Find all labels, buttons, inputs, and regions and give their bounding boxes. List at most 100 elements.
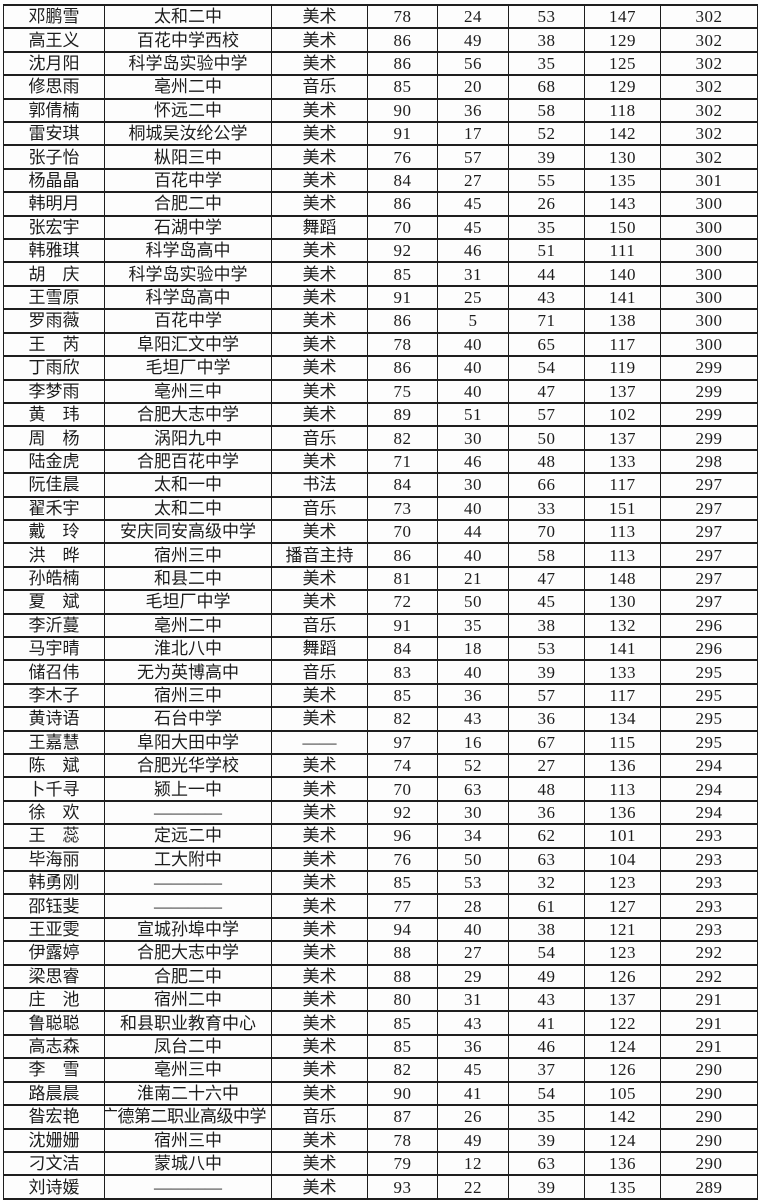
score2-cell: 46 — [437, 238, 509, 264]
school-cell: 百花中学西校 — [104, 27, 272, 53]
table-row: 孙皓楠 和县二中 美术 81 21 47 148 297 — [3, 565, 758, 592]
table-row: 梁思睿 合肥二中 美术 88 29 49 126 292 — [3, 963, 758, 990]
score4-cell: 115 — [584, 729, 661, 756]
total-cell: 292 — [660, 940, 758, 966]
school-cell: 毛坦厂中学 — [104, 355, 272, 381]
score2-cell: 49 — [437, 1127, 509, 1153]
score2-cell: 43 — [437, 1010, 509, 1036]
student-name-cell: 李 雪 — [3, 1057, 105, 1083]
subject-cell: 美术 — [271, 682, 368, 709]
school-cell: 科学岛实验中学 — [104, 50, 272, 77]
school-cell: 合肥大志中学 — [104, 940, 272, 966]
subject-cell: 美术 — [271, 50, 368, 77]
score3-cell: 43 — [508, 987, 585, 1013]
total-cell: 294 — [660, 776, 758, 802]
score2-cell: 27 — [437, 167, 509, 194]
school-cell: 石台中学 — [104, 706, 272, 732]
score3-cell: 63 — [508, 1150, 585, 1177]
student-name-cell: 丁雨欣 — [3, 355, 105, 381]
table-row: 邓鹏雪 太和二中 美术 78 24 53 147 302 — [3, 3, 758, 30]
school-cell: 安庆同安高级中学 — [104, 518, 272, 545]
score3-cell: 54 — [508, 1080, 585, 1107]
table-row: 沈姗姗 宿州三中 美术 78 49 39 124 290 — [3, 1127, 758, 1153]
score3-cell: 33 — [508, 495, 585, 521]
score3-cell: 39 — [508, 1174, 585, 1200]
school-cell: ———— — [104, 1174, 272, 1200]
school-cell: 定远二中 — [104, 823, 272, 849]
table-row: 戴 玲 安庆同安高级中学 美术 70 44 70 113 297 — [3, 518, 758, 545]
score3-cell: 63 — [508, 846, 585, 873]
subject-cell: 美术 — [271, 963, 368, 990]
score4-cell: 126 — [584, 963, 661, 990]
table-row: 黄 玮 合肥大志中学 美术 89 51 57 102 299 — [3, 401, 758, 428]
score4-cell: 137 — [584, 378, 661, 404]
score4-cell: 141 — [584, 635, 661, 662]
subject-cell: 美术 — [271, 144, 368, 170]
total-cell: 299 — [660, 425, 758, 451]
score1-cell: 70 — [367, 518, 438, 545]
score3-cell: 57 — [508, 682, 585, 709]
score2-cell: 26 — [437, 1104, 509, 1130]
table-row: 洪 晔 宿州三中 播音主持 86 40 58 113 297 — [3, 542, 758, 568]
score4-cell: 121 — [584, 916, 661, 943]
score4-cell: 142 — [584, 1104, 661, 1130]
student-name-cell: 陆金虎 — [3, 448, 105, 475]
table-row: 丁雨欣 毛坦厂中学 美术 86 40 54 119 299 — [3, 355, 758, 381]
table-row: 郭倩楠 怀远二中 美术 90 36 58 118 302 — [3, 97, 758, 124]
score1-cell: 85 — [367, 1010, 438, 1036]
table-row: 沈月阳 科学岛实验中学 美术 86 56 35 125 302 — [3, 50, 758, 77]
subject-cell: 美术 — [271, 518, 368, 545]
score3-cell: 45 — [508, 589, 585, 615]
school-cell: 百花中学 — [104, 167, 272, 194]
score2-cell: 29 — [437, 963, 509, 990]
student-name-cell: 张子怡 — [3, 144, 105, 170]
table-row: 王 芮 阜阳汇文中学 美术 78 40 65 117 300 — [3, 331, 758, 358]
table-row: 翟禾宇 太和二中 音乐 73 40 33 151 297 — [3, 495, 758, 521]
score4-cell: 123 — [584, 940, 661, 966]
subject-cell: 美术 — [271, 1150, 368, 1177]
score3-cell: 57 — [508, 401, 585, 428]
total-cell: 299 — [660, 401, 758, 428]
score3-cell: 39 — [508, 144, 585, 170]
school-cell: 和县职业教育中心 — [104, 1010, 272, 1036]
student-name-cell: 戴 玲 — [3, 518, 105, 545]
score2-cell: 40 — [437, 331, 509, 358]
school-cell: ———— — [104, 870, 272, 896]
student-name-cell: 庄 池 — [3, 987, 105, 1013]
score2-cell: 40 — [437, 659, 509, 685]
score3-cell: 61 — [508, 893, 585, 919]
score1-cell: 73 — [367, 495, 438, 521]
total-cell: 294 — [660, 752, 758, 779]
score2-cell: 40 — [437, 378, 509, 404]
score3-cell: 50 — [508, 425, 585, 451]
student-name-cell: 韩雅琪 — [3, 238, 105, 264]
school-cell: 亳州三中 — [104, 1057, 272, 1083]
score2-cell: 51 — [437, 401, 509, 428]
subject-cell: 美术 — [271, 191, 368, 217]
student-name-cell: 王嘉慧 — [3, 729, 105, 756]
score1-cell: 91 — [367, 121, 438, 147]
table-row: 高志森 凤台二中 美术 85 36 46 124 291 — [3, 1033, 758, 1060]
table-row: 王亚雯 宣城孙埠中学 美术 94 40 38 121 293 — [3, 916, 758, 943]
score4-cell: 124 — [584, 1127, 661, 1153]
student-name-cell: 翟禾宇 — [3, 495, 105, 521]
table-row: 修思雨 亳州二中 音乐 85 20 68 129 302 — [3, 74, 758, 100]
score2-cell: 36 — [437, 1033, 509, 1060]
table-row: 韩明月 合肥二中 美术 86 45 26 143 300 — [3, 191, 758, 217]
score2-cell: 53 — [437, 870, 509, 896]
score4-cell: 127 — [584, 893, 661, 919]
score1-cell: 72 — [367, 589, 438, 615]
score3-cell: 52 — [508, 121, 585, 147]
table-row: 李梦雨 亳州三中 美术 75 40 47 137 299 — [3, 378, 758, 404]
table-row: 韩勇刚 ———— 美术 85 53 32 123 293 — [3, 870, 758, 896]
subject-cell: 音乐 — [271, 612, 368, 638]
school-cell: 合肥光华学校 — [104, 752, 272, 779]
subject-cell: 美术 — [271, 261, 368, 287]
total-cell: 297 — [660, 518, 758, 545]
table-row: 高王义 百花中学西校 美术 86 49 38 129 302 — [3, 27, 758, 53]
score1-cell: 91 — [367, 612, 438, 638]
subject-cell: 美术 — [271, 448, 368, 475]
score3-cell: 35 — [508, 214, 585, 241]
score1-cell: 79 — [367, 1150, 438, 1177]
subject-cell: 音乐 — [271, 495, 368, 521]
